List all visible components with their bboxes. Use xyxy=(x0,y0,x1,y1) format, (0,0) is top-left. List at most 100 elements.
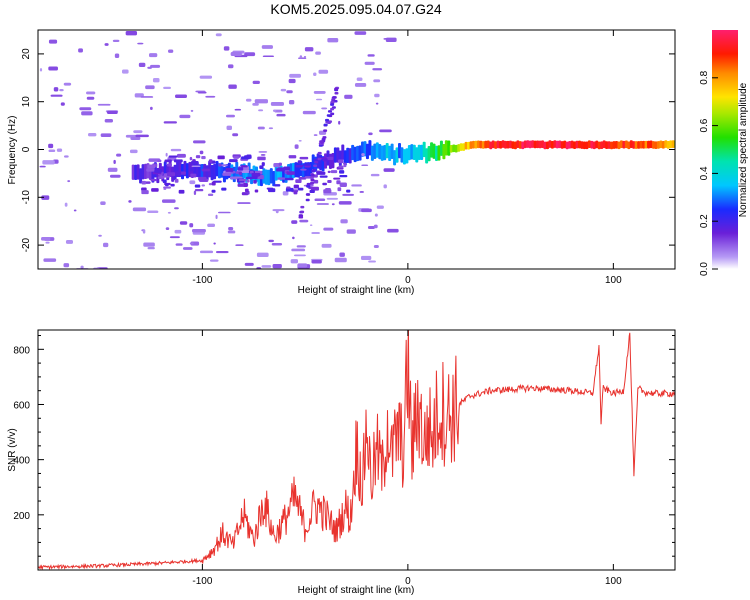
spectrogram-cell xyxy=(545,141,549,150)
spectrogram-noise xyxy=(351,184,362,187)
spectrogram-noise xyxy=(298,57,307,60)
spectrogram-noise xyxy=(260,154,266,156)
spectrogram-patch xyxy=(238,171,242,176)
spectrogram-cell xyxy=(654,141,658,150)
spectrogram-noise xyxy=(64,155,69,158)
spectrogram-streak xyxy=(312,168,317,172)
spectrogram-cell xyxy=(555,140,559,149)
spectrogram-noise xyxy=(147,210,159,214)
spectrogram-noise xyxy=(289,73,301,78)
spectrogram-patch xyxy=(238,178,247,182)
spectrogram-cell xyxy=(518,141,522,149)
spectrogram-cell xyxy=(651,141,655,149)
spectrogram-noise xyxy=(316,203,329,205)
spectrogram-noise xyxy=(272,264,282,269)
spectrogram-cell xyxy=(659,140,663,149)
snr-x-tick-label: -100 xyxy=(192,576,212,587)
spectrogram-cell xyxy=(634,141,638,149)
spectrogram-cell xyxy=(200,163,204,180)
spectrogram-noise xyxy=(387,228,399,233)
spectrogram-patch xyxy=(299,156,309,160)
spectrogram-patch xyxy=(194,184,201,188)
spectrogram-cell xyxy=(506,140,510,149)
spectrogram-cell xyxy=(393,150,397,166)
spectrogram-patch xyxy=(274,184,281,187)
spectrogram-patch xyxy=(288,155,297,159)
spectrogram-noise xyxy=(373,244,379,248)
spectrogram-noise xyxy=(50,94,63,97)
spectrogram-cell xyxy=(550,140,554,149)
spectrogram-cell xyxy=(619,140,623,148)
spectrogram-cell xyxy=(215,161,219,177)
spectrogram-noise xyxy=(98,234,102,237)
spectrogram-cell xyxy=(528,140,532,149)
spectrogram-patch xyxy=(327,170,331,173)
spectrogram-patch xyxy=(198,176,207,181)
spectrogram-patch xyxy=(313,179,319,184)
spectrogram-noise xyxy=(165,152,168,157)
spectrogram-cell xyxy=(637,141,641,149)
spectrogram-cell xyxy=(612,141,616,149)
spectrogram-patch xyxy=(316,171,326,175)
spectrogram-noise xyxy=(296,245,306,248)
spectrogram-cell xyxy=(405,148,409,164)
spectrogram-noise xyxy=(268,239,274,243)
spectrogram-noise xyxy=(338,201,352,205)
spectrogram-noise xyxy=(97,103,111,106)
spectrogram-noise xyxy=(114,53,120,59)
spectrogram-streak xyxy=(313,158,318,162)
spectrogram-cell xyxy=(536,140,540,149)
spectrogram-patch xyxy=(168,155,178,158)
spectrogram-noise xyxy=(364,61,375,65)
snr-x-tick-label: 0 xyxy=(405,576,411,587)
spectrogram-cell xyxy=(442,143,446,160)
spectrogram-patch xyxy=(339,174,348,178)
spectrogram-noise xyxy=(107,167,118,172)
spectrogram-noise xyxy=(100,201,106,205)
spectrogram-patch xyxy=(249,171,254,174)
spectrogram-patch xyxy=(343,162,347,165)
spectrogram-cell xyxy=(422,141,426,158)
spectrogram-cell xyxy=(526,140,530,148)
spectrogram-noise xyxy=(207,223,216,227)
spectrogram-noise xyxy=(258,151,268,153)
spectrogram-noise xyxy=(354,83,367,87)
spectrogram-cell xyxy=(437,145,441,161)
spectrogram-noise xyxy=(104,118,113,123)
spectrogram-patch xyxy=(276,168,285,172)
spectrogram-streak xyxy=(306,182,311,186)
spectrogram-patch xyxy=(343,164,347,168)
spectrogram-streak xyxy=(317,157,322,161)
spectrogram-noise xyxy=(273,109,277,112)
spectrogram-noise xyxy=(359,190,364,193)
spectrogram-patch xyxy=(295,179,302,184)
spectrogram-patch xyxy=(201,168,210,172)
spectrogram-patch xyxy=(144,181,151,184)
spectrogram-cell xyxy=(272,170,276,187)
spectrogram-noise xyxy=(226,125,232,130)
spectrogram-patch xyxy=(333,177,341,180)
spectrogram-noise xyxy=(48,149,56,153)
spectrogram-noise xyxy=(79,107,92,111)
spectrogram-cell xyxy=(578,140,582,149)
spectrogram-noise xyxy=(315,51,321,55)
spectrogram-cell xyxy=(548,140,552,148)
spectrogram-cell xyxy=(449,145,453,153)
spectrogram-streak xyxy=(332,96,337,99)
spectrogram-patch xyxy=(327,179,332,184)
spectrogram-cell xyxy=(496,140,500,149)
spectrogram-noise xyxy=(199,250,214,254)
spectrogram-cell xyxy=(136,164,140,180)
snr-y-tick-label: 800 xyxy=(13,345,30,356)
spectrogram-patch xyxy=(141,180,147,185)
spectrogram-patch xyxy=(309,189,315,194)
spectrogram-streak xyxy=(333,100,338,103)
spectrogram-cell xyxy=(523,140,527,149)
spectrogram-noise xyxy=(189,242,194,245)
spectrogram-noise xyxy=(104,43,109,46)
spectrogram-noise xyxy=(145,85,155,90)
spectrogram-cell xyxy=(661,141,665,149)
spectrogram-cell xyxy=(486,140,490,149)
spectrogram-noise xyxy=(340,219,348,224)
